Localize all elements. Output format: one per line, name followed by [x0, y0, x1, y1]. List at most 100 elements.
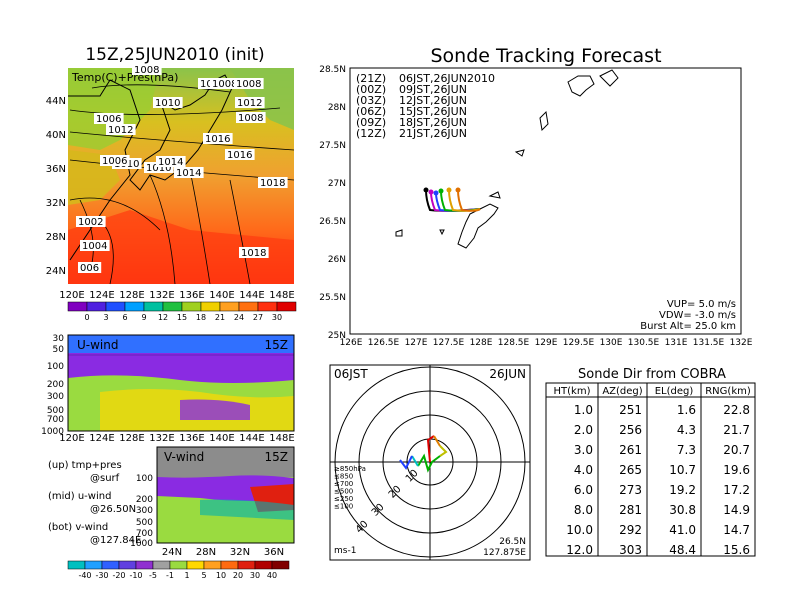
- lat-tick-label: 25N: [328, 331, 346, 341]
- isobar-label-bg: [94, 113, 124, 124]
- lat-tick-label: 28N: [196, 547, 216, 558]
- table-cell: 21.7: [723, 423, 750, 437]
- table-cell: 3.0: [574, 443, 593, 457]
- pressure-tick-label: 700: [47, 415, 64, 425]
- colorbar-label: -40: [78, 571, 91, 580]
- colorbar-swatch: [105, 301, 126, 312]
- u-wind-time: 15Z: [265, 338, 289, 352]
- isobar-label-bg: [258, 177, 288, 188]
- table-header: AZ(deg): [602, 386, 642, 397]
- isobar-label: 1002: [78, 217, 103, 228]
- lat-tick-label: 36N: [264, 547, 284, 558]
- polar-legend-item: ≥850hPa: [334, 465, 366, 473]
- colorbar-swatch: [143, 301, 164, 312]
- lat-tick-label: 27N: [328, 179, 346, 189]
- isobar-label-bg: [203, 133, 233, 144]
- colorbar-label: 9: [141, 313, 146, 322]
- isobar-label-bg: [236, 112, 266, 123]
- legend-time: 09JST,26JUN: [399, 83, 467, 96]
- table-cell: 273: [619, 483, 642, 497]
- launch-param: VDW= -3.0 m/s: [659, 310, 736, 321]
- table-cell: 6.0: [574, 483, 593, 497]
- colorbar-label: 40: [267, 571, 277, 580]
- colorbar-label: 12: [158, 313, 168, 322]
- u-wind-label: U-wind: [77, 338, 118, 352]
- lon-tick-label: 140E: [209, 433, 234, 444]
- legend-time: 21JST,26JUN: [399, 127, 467, 140]
- table-cell: 20.7: [723, 443, 750, 457]
- lat-tick-label: 28N: [46, 232, 66, 243]
- isobar-label-bg: [235, 97, 265, 108]
- table-cell: 19.6: [723, 463, 750, 477]
- colorbar-label: -30: [95, 571, 108, 580]
- legend-time: 06JST,26JUN2010: [399, 72, 495, 85]
- lon-tick-label: 128E: [470, 338, 493, 348]
- pressure-tick-label: 100: [136, 474, 153, 484]
- colorbar-label: -10: [129, 571, 142, 580]
- table-header: RNG(km): [705, 386, 751, 397]
- table-cell: 281: [619, 503, 642, 517]
- colorbar-swatch: [181, 301, 202, 312]
- lon-tick-label: 129E: [535, 338, 558, 348]
- table-cell: 4.3: [677, 423, 696, 437]
- colorbar-swatch: [124, 301, 145, 312]
- table-cell: 14.7: [723, 523, 750, 537]
- colorbar-swatch: [86, 301, 107, 312]
- isobar-label: 1006: [96, 114, 121, 125]
- u-wind-lon-ticks: 120E 124E 128E 132E 136E 140E 144E 148E: [59, 433, 294, 444]
- lat-tick-label: 32N: [230, 547, 250, 558]
- isobar-label-bg: [234, 78, 264, 89]
- launch-param: Burst Alt= 25.0 km: [640, 321, 736, 332]
- lat-tick-label: 26N: [328, 255, 346, 265]
- colorbar-label: 10: [216, 571, 226, 580]
- panel-notes: (up) tmp+pres @surf (mid) u-wind @26.50N (bo…: [48, 460, 141, 546]
- isobar-label-bg: [210, 78, 240, 89]
- coastlines: [395, 69, 619, 249]
- lat-tick-label: 32N: [46, 198, 66, 209]
- lon-tick-label: 124E: [89, 433, 114, 444]
- colorbar-swatch: [135, 560, 154, 570]
- colorbar-label: 27: [253, 313, 263, 322]
- launch-param: VUP= 5.0 m/s: [667, 299, 736, 310]
- legend-time: 15JST,26JUN: [399, 105, 467, 118]
- left-map-lon-ticks: 120E 124E 128E 132E 136E 140E 144E 148E: [59, 290, 294, 301]
- left-map-title: 15Z,25JUN2010 (init): [85, 45, 264, 65]
- lon-tick-label: 128E: [119, 290, 144, 301]
- isobar-label-bg: [144, 162, 174, 173]
- table-cell: 41.0: [669, 523, 696, 537]
- table-cell: 265: [619, 463, 642, 477]
- lat-tick-label: 28.5N: [319, 65, 346, 75]
- lon-tick-label: 131.5E: [693, 338, 725, 348]
- table-cell: 30.8: [669, 503, 696, 517]
- colorbar-label: 5: [201, 571, 206, 580]
- lon-tick-label: 132E: [149, 290, 174, 301]
- isobar-label-bg: [239, 247, 269, 258]
- colorbar-swatch: [152, 560, 171, 570]
- lon-tick-label: 130.5E: [628, 338, 660, 348]
- colorbar-label: 3: [103, 313, 108, 322]
- colorbar-label: 30: [272, 313, 282, 322]
- colorbar-swatch: [219, 301, 240, 312]
- table-cell: 48.4: [669, 543, 696, 557]
- lon-tick-label: 148E: [269, 290, 294, 301]
- note-line: (up) tmp+pres: [48, 460, 122, 471]
- burst-point: [428, 189, 434, 195]
- lon-tick-label: 144E: [239, 290, 264, 301]
- track-lon-ticks: 126E 126.5E 127E 127.5E 128E 128.5E 129E 129.5E…: [340, 338, 753, 348]
- pressure-tick-label: 300: [136, 506, 153, 516]
- colorbar-label: 21: [215, 313, 225, 322]
- isobar-label-bg: [132, 64, 162, 75]
- colorbar-swatch: [118, 560, 137, 570]
- lon-tick-label: 126.5E: [368, 338, 400, 348]
- table-cell: 15.6: [723, 543, 750, 557]
- colorbar-label: 15: [177, 313, 187, 322]
- isobar-label: 1010: [155, 98, 180, 109]
- isobar-label: 006: [80, 263, 99, 274]
- polar-unit: ms-1: [334, 546, 356, 556]
- colorbar-swatch: [84, 560, 103, 570]
- isobar-label: 1010: [146, 163, 171, 174]
- lon-tick-label: 140E: [209, 290, 234, 301]
- polar-date: 26JUN: [489, 367, 526, 381]
